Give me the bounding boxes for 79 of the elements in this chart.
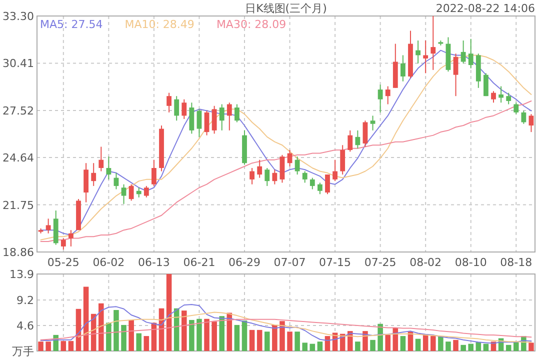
candlestick: [234, 104, 240, 123]
ytick: 24.64: [2, 152, 34, 165]
xtick: 08-10: [454, 256, 487, 269]
xtick: 06-13: [138, 256, 170, 269]
candlestick: [460, 40, 466, 64]
candlestick: [272, 169, 278, 185]
ytick: 18.86: [2, 246, 34, 259]
candlestick: [430, 16, 436, 70]
candlestick: [250, 167, 254, 185]
candlestick: [114, 172, 119, 190]
candlestick: [416, 40, 420, 64]
candlestick: [362, 120, 368, 148]
legend: MA30: 28.09: [216, 18, 286, 31]
candlestick: [136, 187, 142, 198]
xtick: 07-07: [274, 256, 306, 269]
candlestick: [196, 108, 202, 138]
candlestick: [491, 90, 496, 104]
candlestick: [348, 130, 353, 152]
candlestick: [521, 110, 526, 124]
candlestick: [98, 146, 104, 172]
candlestick: [60, 238, 66, 250]
candlestick: [294, 156, 300, 176]
xtick: 06-29: [228, 256, 260, 269]
candlestick: [46, 218, 51, 234]
xtick: 07-25: [364, 256, 396, 269]
ytick: 21.75: [2, 198, 34, 212]
candlestick: [144, 185, 149, 198]
candlestick: [128, 184, 134, 202]
candlestick: [498, 86, 504, 104]
candlestick: [68, 230, 74, 247]
legend: MA5: 27.54: [40, 18, 103, 31]
legend: MA10: 28.49: [124, 18, 194, 31]
candlestick: [310, 177, 315, 190]
ytick: 33.30: [2, 10, 34, 23]
candlestick: [370, 115, 376, 131]
xtick: 05-25: [47, 256, 80, 269]
candlestick: [400, 54, 406, 82]
ytick: 9.2: [16, 294, 34, 308]
ytick: 27.52: [2, 104, 34, 118]
candlestick: [318, 182, 322, 195]
candlestick: [121, 184, 126, 204]
xtick: 08-02: [410, 256, 442, 269]
xtick: 08-18: [500, 256, 532, 269]
candlestick: [106, 156, 112, 180]
ytick: 万手: [12, 345, 34, 358]
xtick: 07-15: [319, 256, 352, 269]
candlestick: [264, 167, 270, 186]
ytick: 13.9: [10, 268, 34, 281]
xtick: 06-02: [92, 256, 125, 269]
candlestick: [166, 92, 172, 113]
candlestick: [84, 162, 88, 203]
annotation: 2022-08-22 14:06: [436, 2, 535, 15]
candlestick: [506, 92, 512, 105]
candlestick: [385, 86, 390, 105]
candlestick: [355, 130, 360, 149]
candlestick: [91, 162, 96, 186]
candlestick: [423, 40, 428, 74]
ytick: 4.6: [16, 320, 34, 333]
ytick: 30.41: [2, 57, 34, 70]
candlestick: [332, 159, 338, 182]
candlestick: [340, 144, 346, 176]
candlestick: [204, 110, 210, 136]
candlestick: [257, 159, 262, 178]
candlestick: [189, 102, 194, 134]
candlestick: [226, 102, 232, 131]
candlestick: [219, 104, 224, 131]
title: 日K线图(三个月): [245, 2, 327, 15]
candlestick: [528, 114, 534, 133]
candlestick: [212, 105, 217, 134]
candlestick: [453, 53, 458, 97]
candlestick: [302, 170, 308, 184]
xtick: 06-21: [183, 256, 216, 269]
candlestick: [152, 159, 156, 186]
candlestick: [280, 154, 285, 184]
candlestick: [468, 38, 474, 69]
candlestick: [182, 98, 187, 120]
candlestick: [514, 102, 519, 115]
candlestick: [378, 84, 383, 113]
candlestick: [174, 96, 180, 122]
